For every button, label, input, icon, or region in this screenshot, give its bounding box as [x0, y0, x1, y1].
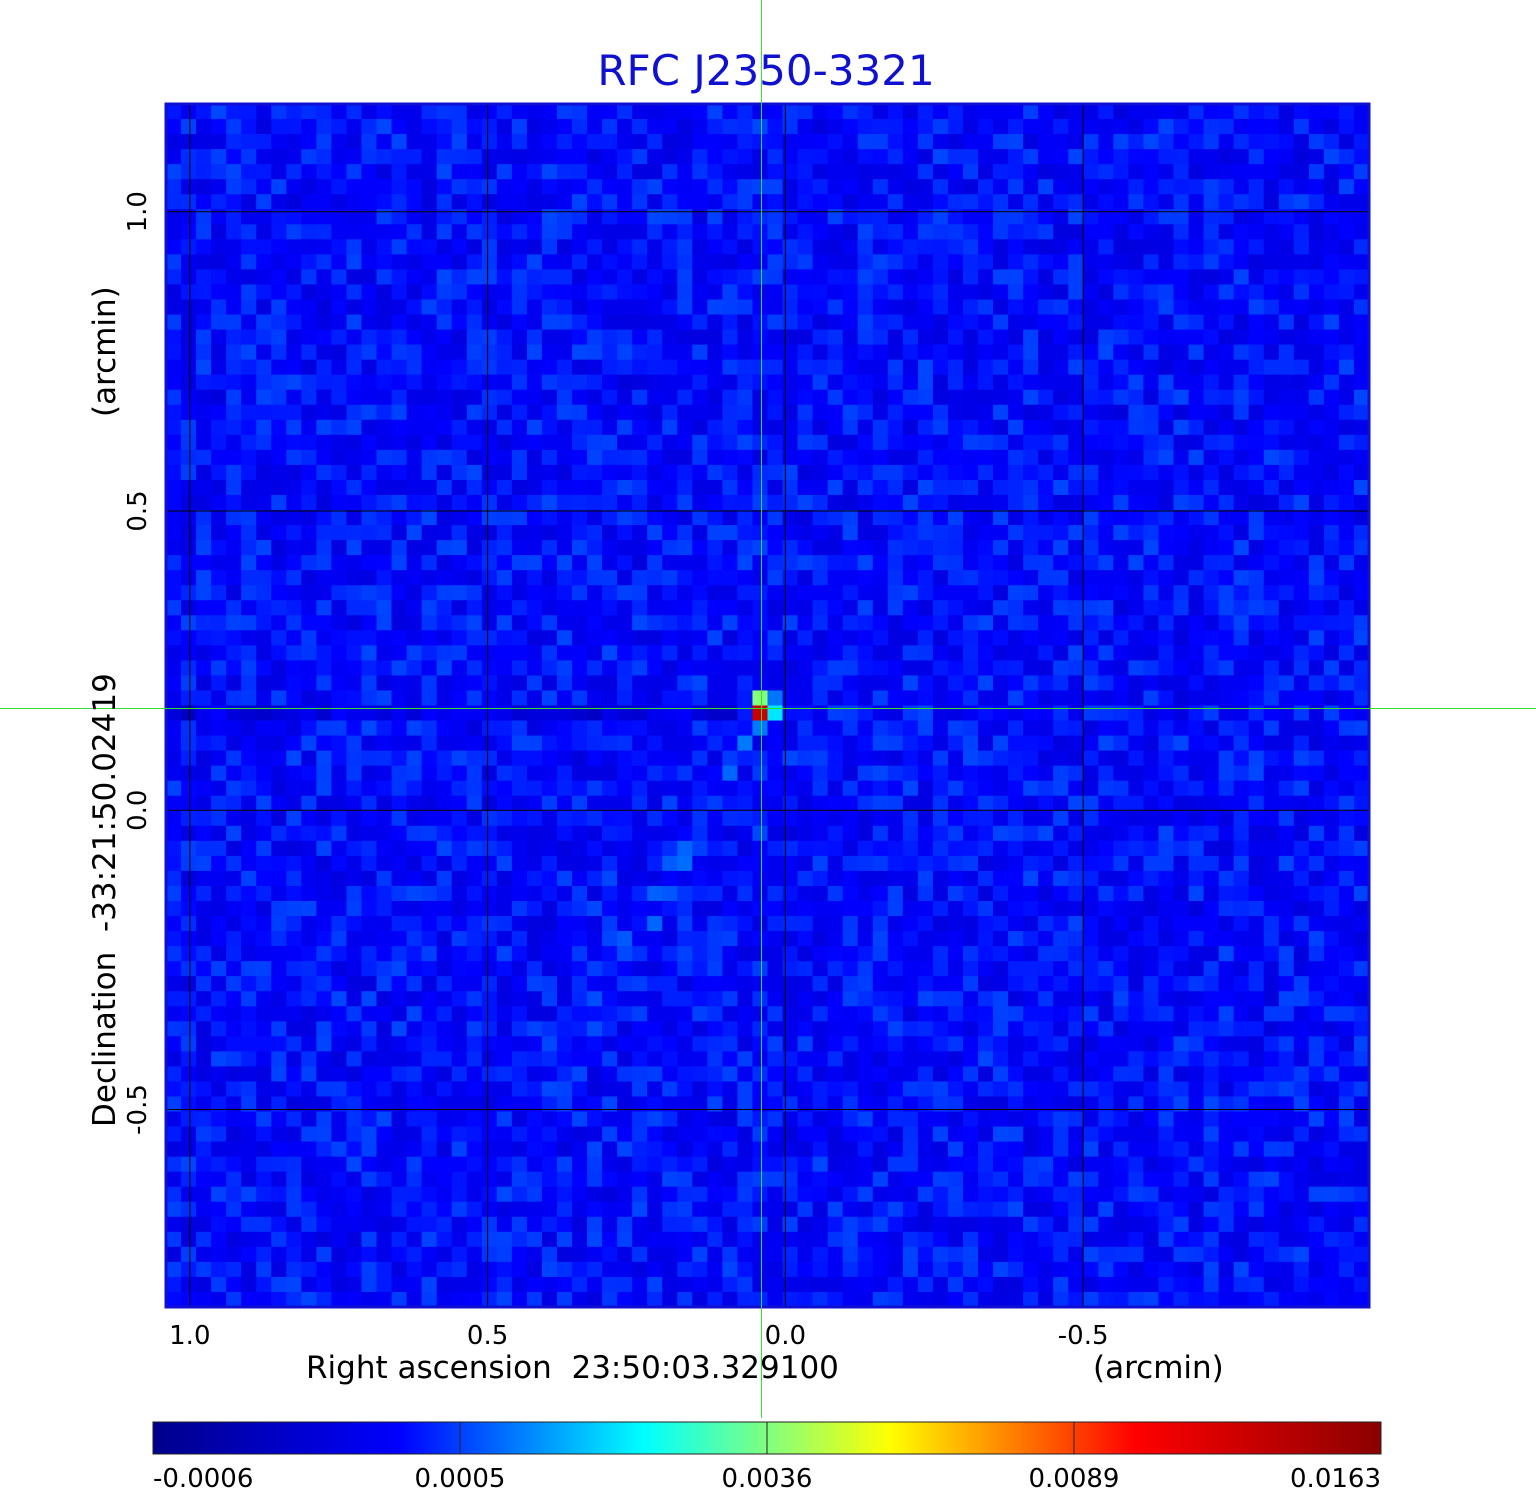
x-tick-label: -0.5	[1058, 1321, 1109, 1351]
colorbar-tick-label: -0.0006	[153, 1464, 253, 1494]
x-axis-ticks: 1.0 0.5 0.0 -0.5	[169, 1321, 1108, 1351]
crosshair	[0, 0, 1536, 1418]
x-tick-label: 1.0	[169, 1321, 210, 1351]
x-tick-label: 0.5	[467, 1321, 508, 1351]
x-axis-unit: (arcmin)	[1093, 1350, 1224, 1386]
y-axis-label: Declination -33:21:50.02419	[87, 673, 123, 1127]
y-tick-label: -0.5	[123, 1084, 153, 1135]
colorbar-tick-label: 0.0005	[415, 1464, 506, 1494]
heatmap-image	[166, 104, 1369, 1307]
grid-lines	[166, 104, 1369, 1307]
y-tick-label: 0.5	[123, 490, 153, 531]
colorbar-ticks: -0.0006 0.0005 0.0036 0.0089 0.0163	[152, 1422, 1382, 1494]
colorbar-tick-label: 0.0163	[1290, 1464, 1381, 1494]
y-axis-ticks: 1.0 0.5 0.0 -0.5	[123, 191, 153, 1135]
x-axis-label: Right ascension 23:50:03.329100	[306, 1350, 839, 1386]
y-tick-label: 1.0	[123, 191, 153, 232]
y-axis-unit: (arcmin)	[87, 286, 123, 417]
x-tick-label: 0.0	[765, 1321, 806, 1351]
plot-frame	[164, 102, 1371, 1309]
chart-title: RFC J2350-3321	[597, 46, 934, 95]
colorbar-tick-label: 0.0036	[722, 1464, 813, 1494]
y-tick-label: 0.0	[123, 790, 153, 831]
colorbar-tick-label: 0.0089	[1029, 1464, 1120, 1494]
